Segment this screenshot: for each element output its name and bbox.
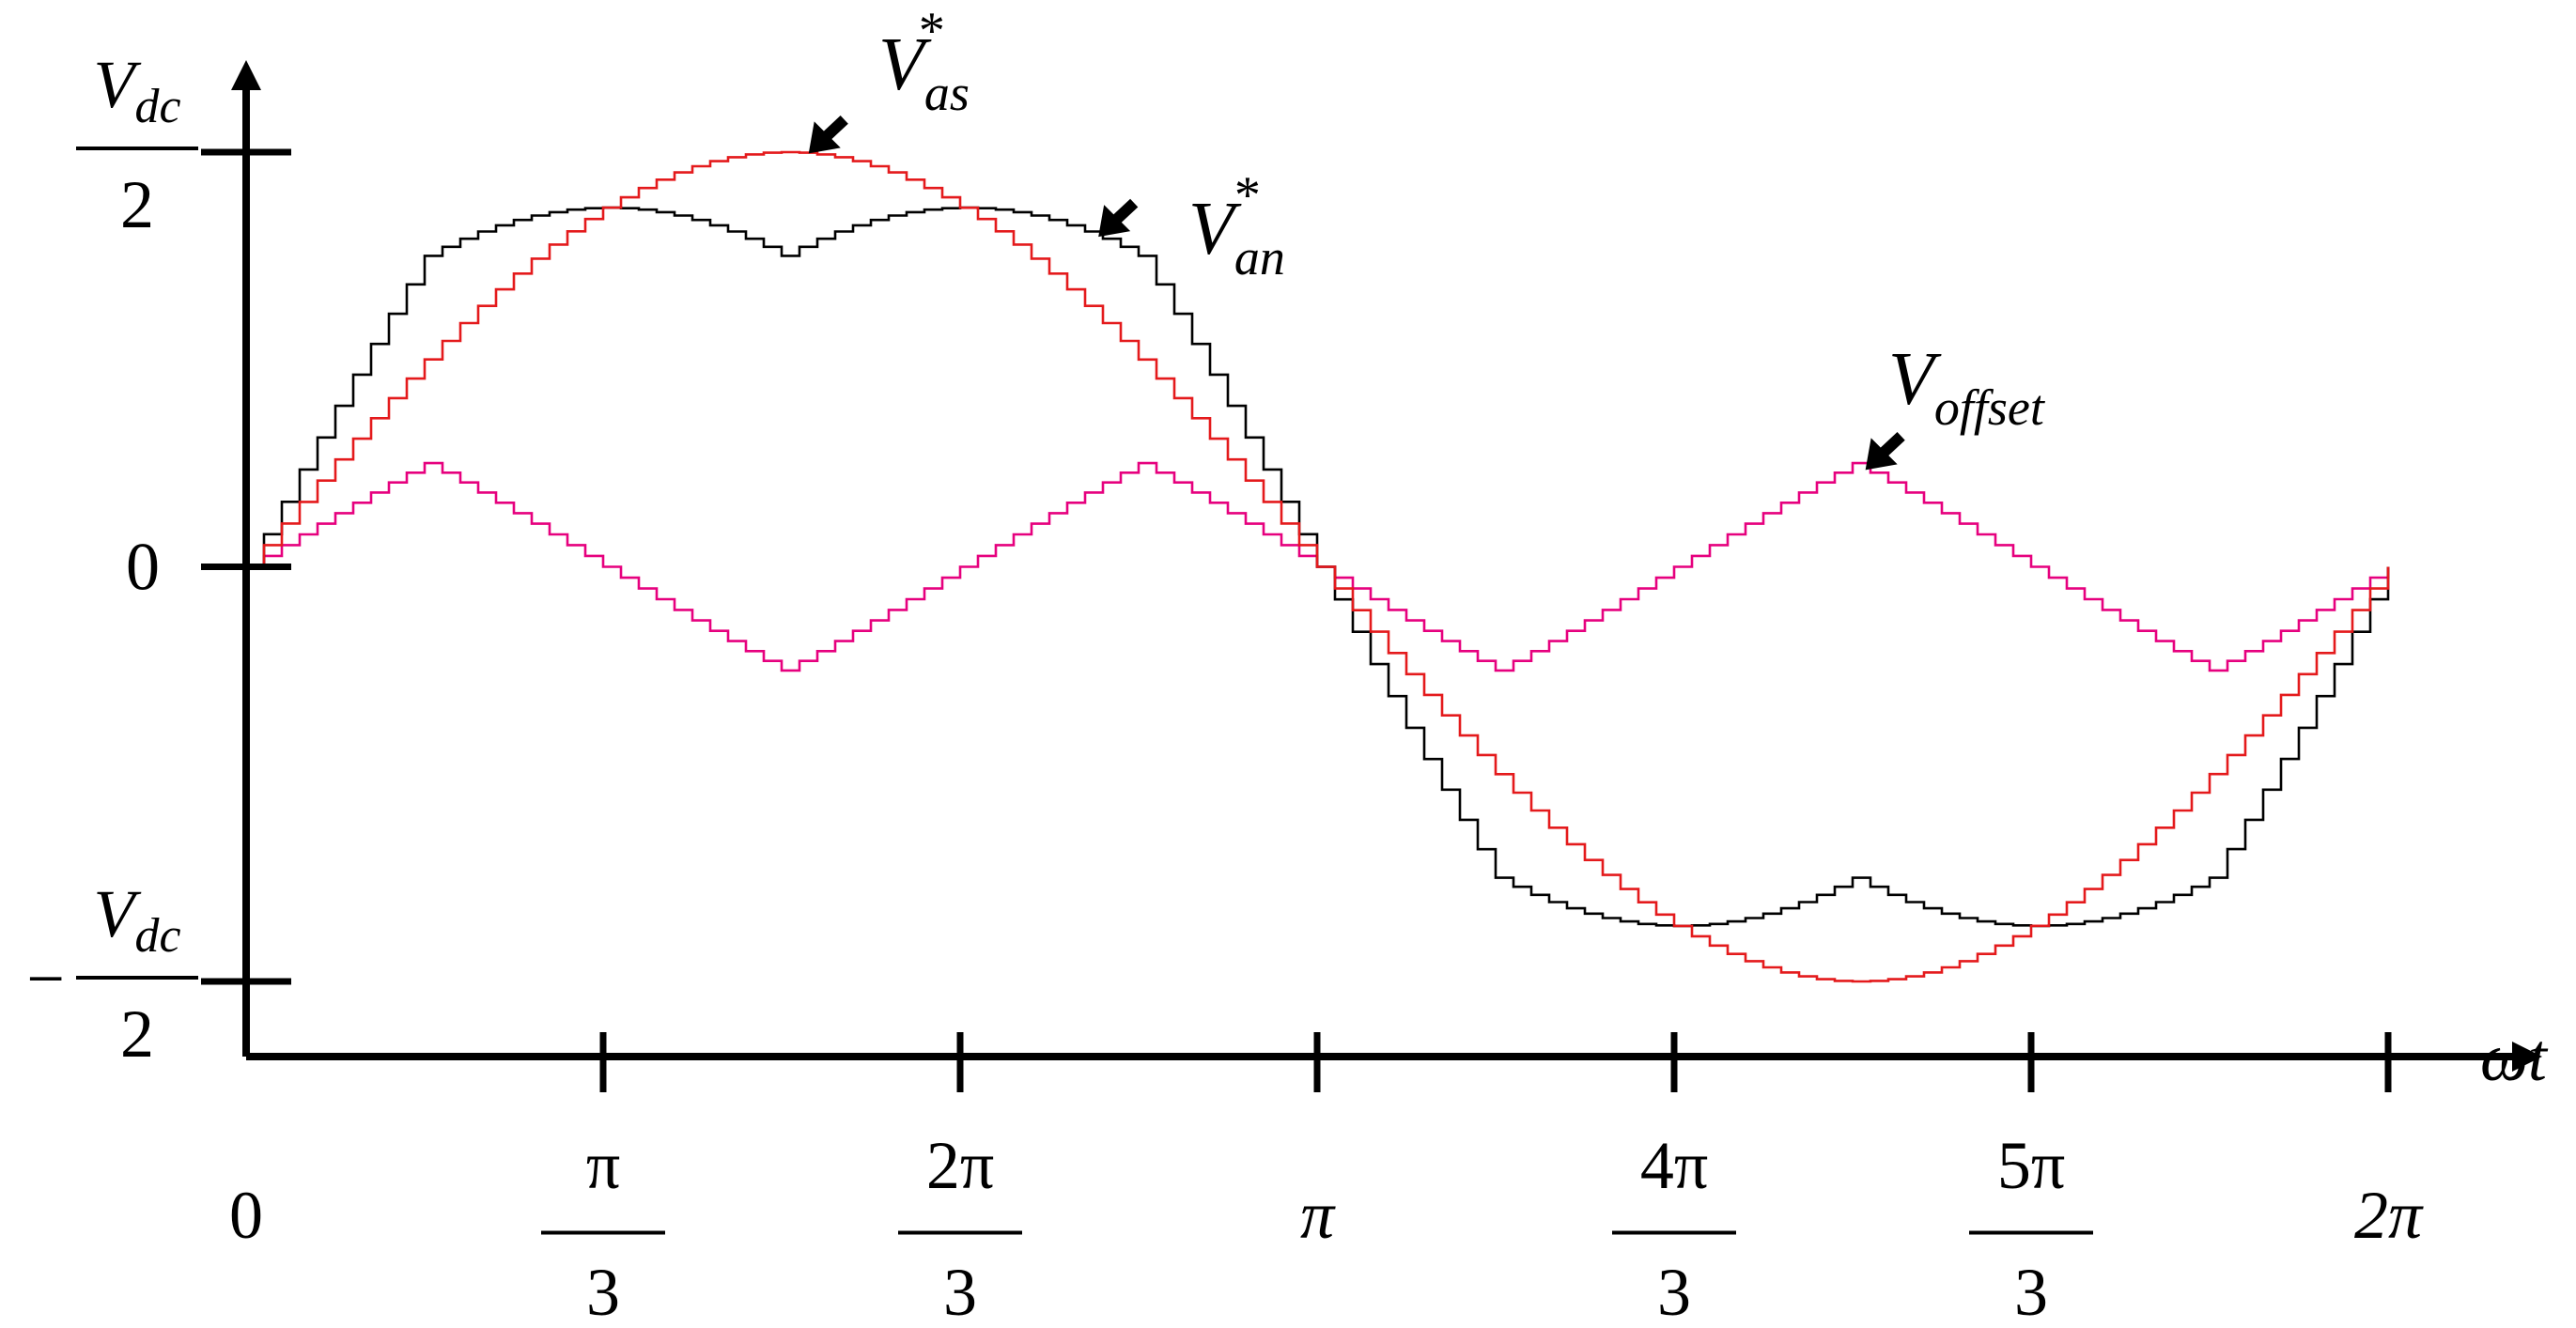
x-tick-label: 0: [229, 1178, 263, 1253]
series-label-text: Vas*: [878, 2, 970, 121]
x-tick-label-2-numerator: 2π: [926, 1128, 994, 1203]
series-vas-line: [246, 150, 2390, 983]
series-label-vas: Vas*: [808, 2, 970, 154]
arrow-head-icon: [1098, 205, 1131, 238]
series-label-voffset: Voffset: [1865, 338, 2046, 471]
series-label-van: Van*: [1098, 166, 1285, 286]
x-tick-label-4-numerator: 4π: [1640, 1128, 1708, 1203]
y-tick-label-0-numerator: Vdc: [94, 47, 181, 133]
y-tick-label: 0: [126, 530, 160, 605]
labels-layer: Vas* Van* Voffset: [808, 2, 2046, 471]
y-tick-label-2-sign: −: [26, 941, 65, 1016]
x-tick-label-5-numerator: 5π: [1997, 1128, 2065, 1203]
axes: [231, 60, 2542, 1072]
x-tick-label-5: 5π 3: [1969, 1128, 2093, 1328]
y-tick-label-2-denominator: 2: [120, 996, 154, 1072]
x-tick-label-1: π3: [541, 1128, 665, 1328]
series-label-text: Voffset: [1888, 338, 2046, 436]
x-tick-label: 2π: [2354, 1178, 2424, 1253]
y-tick-label-0-denominator: 2: [120, 167, 154, 242]
x-tick-label-2-denominator: 3: [943, 1255, 977, 1328]
x-axis-label: ωt: [2480, 1020, 2549, 1095]
y-tick-label-0: Vdc 2: [76, 47, 198, 242]
x-tick-label-1-numerator: π: [586, 1128, 620, 1203]
x-tick-label-4: 4π 3: [1612, 1128, 1736, 1328]
x-tick-label-2: 2π 3: [898, 1128, 1022, 1328]
x-tick-label: π: [1300, 1178, 1336, 1253]
series-layer: [246, 150, 2390, 983]
x-tick-label-5-denominator: 3: [2014, 1255, 2048, 1328]
series-label-text: Van*: [1188, 166, 1285, 286]
y-tick-label-2-numerator: Vdc: [94, 876, 181, 963]
x-tick-label-1-denominator: 3: [586, 1255, 620, 1328]
x-tick-label-4-denominator: 3: [1657, 1255, 1691, 1328]
arrow-head-icon: [808, 121, 841, 154]
arrow-head-icon: [1865, 438, 1898, 471]
y-tick-label-2: −Vdc 2: [26, 876, 198, 1072]
